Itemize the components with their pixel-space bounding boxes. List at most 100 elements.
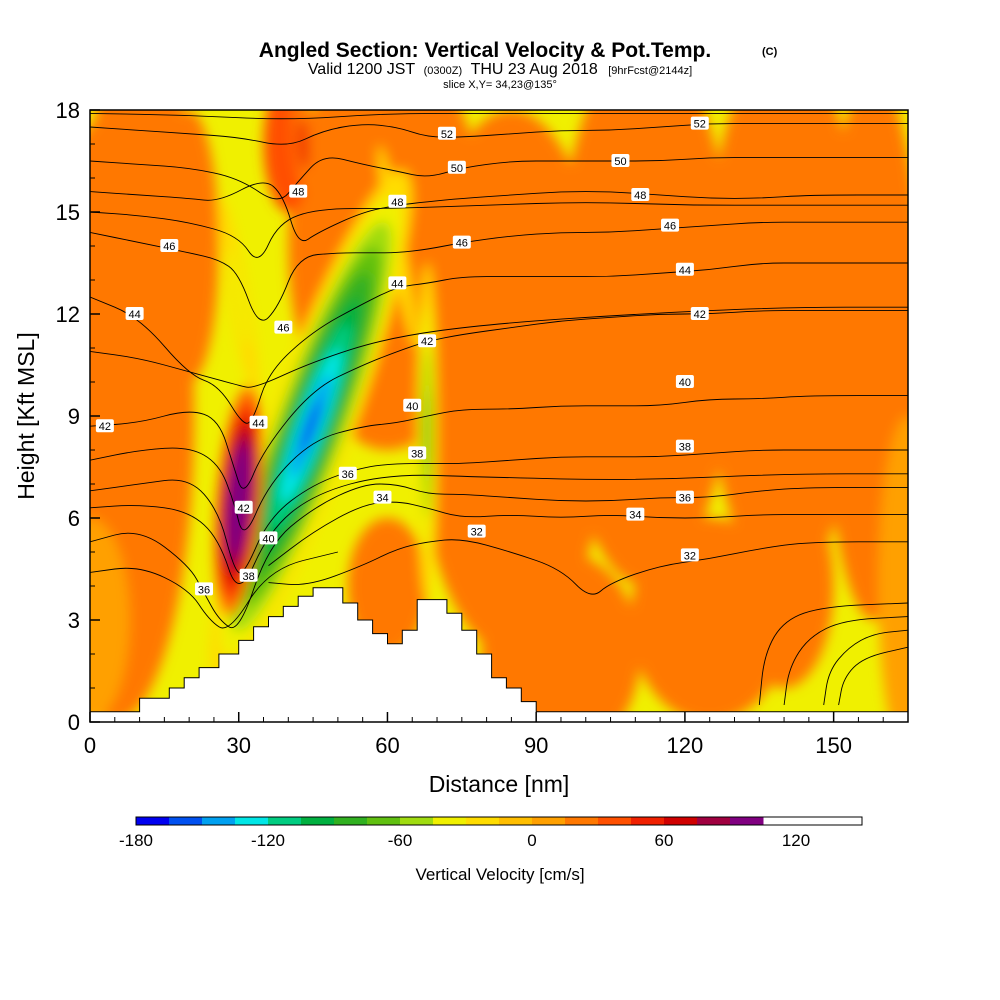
- contour-label: 50: [447, 160, 466, 175]
- velocity-blob: [556, 110, 735, 586]
- contour-label-bg: [239, 568, 258, 582]
- colorbar-swatch: [268, 817, 302, 825]
- isentrope-line: [783, 616, 908, 706]
- x-tick-label: 150: [815, 733, 852, 758]
- isentrope-line: [90, 551, 339, 629]
- contour-label-text: 36: [342, 469, 354, 481]
- contour-label-bg: [160, 239, 179, 252]
- velocity-blob: [704, 110, 864, 586]
- colorbar-tick-label: -120: [251, 831, 285, 850]
- contour-label: 48: [631, 188, 650, 202]
- colorbar-swatch: [169, 817, 203, 825]
- velocity-contour-fill: [424, 390, 430, 476]
- isentrope-line: [268, 501, 908, 566]
- contour-label: 34: [626, 507, 645, 522]
- contour-label-text: 40: [262, 533, 274, 545]
- contour-label-text: 46: [456, 238, 468, 250]
- velocity-contour-fill: [228, 246, 249, 348]
- contour-label: 44: [388, 276, 407, 290]
- contour-label: 36: [675, 490, 694, 505]
- contour-label-text: 46: [664, 221, 676, 233]
- x-tick-label: 60: [375, 733, 399, 758]
- velocity-blob: [481, 552, 641, 722]
- colorbar-swatch: [697, 817, 731, 825]
- x-tick-label: 30: [226, 733, 250, 758]
- colorbar: -180 -120 -60 0 60 120: [119, 816, 863, 850]
- colorbar-tick-label: 60: [655, 831, 674, 850]
- contour-label: 48: [388, 194, 407, 209]
- contour-label: 50: [611, 154, 630, 168]
- contour-label: 42: [690, 307, 709, 321]
- isentrope-line: [90, 395, 908, 531]
- contour-label-text: 50: [451, 163, 463, 175]
- contour-label-bg: [680, 548, 699, 562]
- isentrope-line: [90, 202, 908, 258]
- colorbar-tick-label: -60: [388, 831, 413, 850]
- contour-label-text: 42: [694, 309, 706, 321]
- contour-label-bg: [373, 490, 392, 504]
- chart-subtitle: Valid 1200 JST (0300Z) THU 23 Aug 2018 […: [308, 61, 692, 78]
- y-tick-label: 15: [56, 200, 80, 225]
- contour-label-bg: [675, 262, 694, 276]
- contour-label-bg: [675, 490, 694, 504]
- contour-label-bg: [447, 160, 466, 174]
- isentrope-line: [90, 157, 908, 200]
- subtitle-utc: (0300Z): [424, 65, 463, 77]
- contour-label-text: 44: [252, 418, 264, 430]
- contour-label-bg: [403, 398, 422, 412]
- contour-label: 46: [452, 235, 471, 250]
- velocity-blob: [90, 518, 130, 722]
- chart-title: Angled Section: Vertical Velocity & Pot.…: [259, 39, 711, 62]
- contour-label-text: 42: [421, 336, 433, 348]
- slice-info: slice X,Y= 34,23@135°: [443, 79, 557, 91]
- contour-label-text: 32: [471, 527, 483, 539]
- contour-label: 42: [234, 500, 253, 515]
- colorbar-swatch: [664, 817, 698, 825]
- contour-label-text: 40: [406, 401, 418, 413]
- contour-label-bg: [408, 446, 427, 460]
- contour-label-text: 34: [376, 493, 388, 505]
- contour-label-text: 52: [694, 119, 706, 131]
- y-axis: 0 3 6 9 12 15 18: [56, 98, 100, 735]
- contour-label-bg: [388, 194, 407, 208]
- contour-label: 42: [95, 419, 114, 433]
- colorbar-swatch: [499, 817, 533, 825]
- isentrope-line: [90, 449, 908, 574]
- colorbar-swatch: [235, 817, 269, 825]
- x-axis-label: Distance [nm]: [429, 771, 570, 797]
- colorbar-tick-label: 0: [527, 831, 536, 850]
- colorbar-swatch: [631, 817, 665, 825]
- contour-label-bg: [661, 218, 680, 232]
- contour-label: 40: [403, 398, 422, 413]
- contour-label-text: 46: [277, 323, 289, 335]
- isentrope-line: [838, 646, 908, 706]
- contour-label: 34: [373, 490, 392, 505]
- contour-label: 38: [239, 568, 258, 583]
- contour-label-text: 38: [411, 448, 423, 460]
- contour-label-bg: [95, 419, 114, 433]
- isentrope-line: [90, 112, 908, 120]
- colorbar-swatch: [532, 817, 566, 825]
- contour-label-bg: [125, 307, 144, 320]
- contour-label-bg: [274, 320, 293, 334]
- colorbar-swatch: [301, 817, 335, 825]
- contour-label: 52: [690, 116, 709, 131]
- contour-label-text: 36: [198, 584, 210, 596]
- contour-label: 40: [675, 375, 694, 389]
- isentrope-line: [90, 310, 908, 489]
- colorbar-swatch: [598, 817, 632, 825]
- contour-label-text: 38: [243, 571, 255, 583]
- x-tick-label: 90: [524, 733, 548, 758]
- contour-label-text: 34: [629, 510, 641, 522]
- isentrope-line: [90, 306, 908, 388]
- plot-area: 52 52 50 50 48 48 48 46 46 46 44 44 44 46 42 42 44 40 40 42…: [90, 110, 908, 722]
- contour-label-text: 44: [679, 265, 691, 277]
- contour-label-bg: [437, 126, 456, 140]
- y-tick-label: 12: [56, 302, 80, 327]
- contour-label-text: 40: [679, 377, 691, 389]
- y-tick-label: 18: [56, 98, 80, 123]
- contour-label: 48: [289, 184, 308, 199]
- contour-label: 36: [195, 582, 214, 596]
- contour-label-bg: [675, 439, 694, 453]
- contour-label-bg: [249, 415, 268, 429]
